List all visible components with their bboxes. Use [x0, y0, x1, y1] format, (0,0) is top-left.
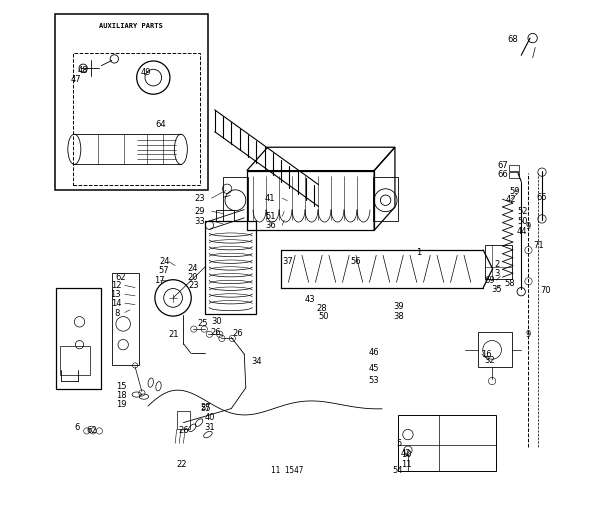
Text: 70: 70	[541, 286, 551, 295]
Text: 66: 66	[497, 170, 508, 179]
Text: 13: 13	[111, 290, 121, 299]
Text: 1: 1	[416, 248, 421, 257]
Text: 5: 5	[396, 439, 401, 448]
Text: 47: 47	[71, 75, 81, 84]
Text: 69: 69	[485, 276, 496, 285]
Text: 35: 35	[491, 284, 502, 293]
Text: 57: 57	[159, 266, 169, 276]
Text: 59: 59	[509, 188, 520, 196]
Bar	[60, 346, 90, 375]
Text: 71: 71	[534, 241, 544, 251]
Text: 56: 56	[351, 257, 361, 266]
Text: 23: 23	[188, 281, 199, 290]
Bar	[55, 288, 102, 389]
Text: AUXILIARY PARTS: AUXILIARY PARTS	[99, 23, 163, 29]
Text: 9: 9	[526, 330, 531, 339]
Text: 3: 3	[494, 269, 500, 278]
Text: 50: 50	[517, 217, 528, 226]
Text: 6: 6	[74, 424, 80, 432]
Bar	[73, 53, 200, 185]
Text: 44: 44	[517, 228, 528, 237]
Bar	[177, 411, 190, 429]
Bar	[112, 273, 139, 365]
Text: 67: 67	[497, 162, 508, 170]
Text: 27: 27	[200, 403, 210, 412]
Text: 25: 25	[198, 319, 208, 328]
Text: 51: 51	[265, 212, 275, 221]
Bar	[485, 245, 512, 279]
Text: 26: 26	[210, 328, 221, 337]
Text: 32: 32	[485, 356, 496, 365]
Text: 28: 28	[317, 304, 328, 313]
Text: 38: 38	[393, 312, 404, 321]
Text: 9: 9	[526, 222, 531, 231]
Text: 10: 10	[401, 450, 411, 459]
Text: 58: 58	[504, 279, 514, 289]
Text: 62: 62	[116, 272, 126, 282]
Text: 54: 54	[392, 466, 402, 476]
Text: 62: 62	[87, 426, 97, 436]
Bar	[510, 165, 519, 171]
Bar	[247, 170, 374, 230]
Text: 42: 42	[506, 195, 516, 204]
Text: 14: 14	[111, 299, 121, 307]
Text: 23: 23	[195, 194, 206, 203]
Bar	[478, 332, 512, 367]
Text: 30: 30	[212, 317, 222, 326]
Text: 48: 48	[78, 66, 89, 76]
Text: 20: 20	[187, 272, 198, 282]
Text: 40: 40	[204, 413, 215, 422]
Text: 49: 49	[140, 68, 151, 77]
Text: 29: 29	[195, 207, 206, 216]
Text: 8: 8	[114, 309, 120, 318]
Text: 11 1547: 11 1547	[271, 466, 303, 476]
Text: 15: 15	[116, 382, 126, 391]
Bar	[398, 415, 496, 471]
Text: 12: 12	[111, 281, 121, 290]
Text: 34: 34	[251, 357, 261, 366]
Text: 46: 46	[369, 349, 379, 357]
Text: 45: 45	[369, 364, 379, 373]
Text: 43: 43	[305, 295, 316, 304]
Text: 26: 26	[178, 426, 188, 436]
Bar	[510, 172, 519, 178]
Text: 2: 2	[495, 260, 500, 269]
Text: 33: 33	[195, 217, 206, 226]
Bar	[206, 221, 256, 314]
Text: 55: 55	[200, 404, 210, 413]
Text: 21: 21	[169, 330, 179, 339]
Text: 26: 26	[232, 329, 243, 338]
Text: 22: 22	[177, 460, 187, 469]
Text: 37: 37	[282, 257, 292, 266]
Text: 36: 36	[265, 221, 275, 230]
Bar	[224, 177, 249, 221]
Text: 50: 50	[319, 312, 329, 321]
Text: 19: 19	[116, 401, 126, 410]
Text: 24: 24	[187, 264, 198, 273]
Text: 11: 11	[401, 460, 411, 469]
Text: 53: 53	[369, 376, 379, 384]
Text: 24: 24	[159, 257, 170, 266]
Text: 41: 41	[265, 194, 275, 203]
Bar	[55, 14, 208, 190]
Text: 16: 16	[482, 350, 492, 358]
Text: 68: 68	[508, 35, 518, 44]
Bar	[216, 209, 234, 221]
Text: 18: 18	[116, 391, 126, 400]
Text: 17: 17	[154, 276, 165, 285]
Bar	[373, 177, 398, 221]
Text: 31: 31	[204, 424, 215, 432]
Text: 52: 52	[517, 207, 528, 216]
Text: 65: 65	[537, 193, 547, 202]
Text: 64: 64	[156, 120, 167, 129]
Text: 39: 39	[393, 302, 404, 311]
Text: 42: 42	[401, 449, 411, 458]
